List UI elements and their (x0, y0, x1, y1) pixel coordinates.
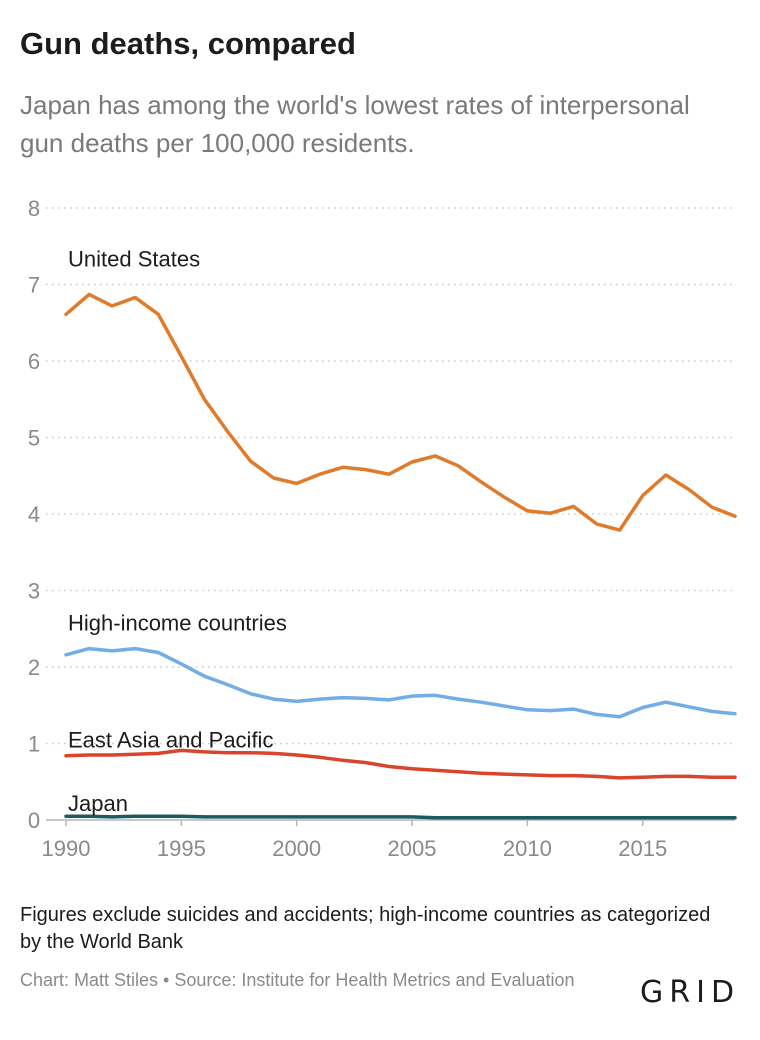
series-line (64, 646, 737, 719)
y-tick-label: 1 (28, 732, 40, 757)
line-chart: 0 1 2 3 4 5 6 7 8 1990 1995 2000 2005 2010 2015 United … (28, 196, 737, 861)
series-line (64, 748, 737, 780)
chart-source: Chart: Matt Stiles • Source: Institute f… (20, 970, 575, 990)
grid-logo: GRID (640, 975, 741, 1010)
series-line (64, 814, 737, 820)
y-tick-label: 7 (28, 273, 40, 298)
series-label: Japan (68, 791, 128, 816)
x-tick-label: 2000 (272, 836, 321, 861)
x-tick-label: 2010 (503, 836, 552, 861)
y-tick-label: 8 (28, 196, 40, 221)
chart-subtitle: Japan has among the world's lowest rates… (20, 90, 690, 158)
series-label: United States (68, 246, 200, 271)
x-tick-label: 2005 (388, 836, 437, 861)
x-tick-label: 1990 (42, 836, 91, 861)
y-tick-label: 0 (28, 808, 40, 833)
series-label: East Asia and Pacific (68, 728, 273, 753)
y-tick-label: 4 (28, 502, 40, 527)
chart-note: Figures exclude suicides and accidents; … (20, 904, 711, 953)
chart-title: Gun deaths, compared (20, 26, 356, 61)
x-tick-label: 1995 (157, 836, 206, 861)
y-tick-label: 3 (28, 579, 40, 604)
y-tick-label: 6 (28, 349, 40, 374)
series-label: High-income countries (68, 611, 287, 636)
y-tick-label: 5 (28, 426, 40, 451)
series-line (64, 292, 737, 532)
y-tick-label: 2 (28, 655, 40, 680)
x-tick-label: 2015 (618, 836, 667, 861)
